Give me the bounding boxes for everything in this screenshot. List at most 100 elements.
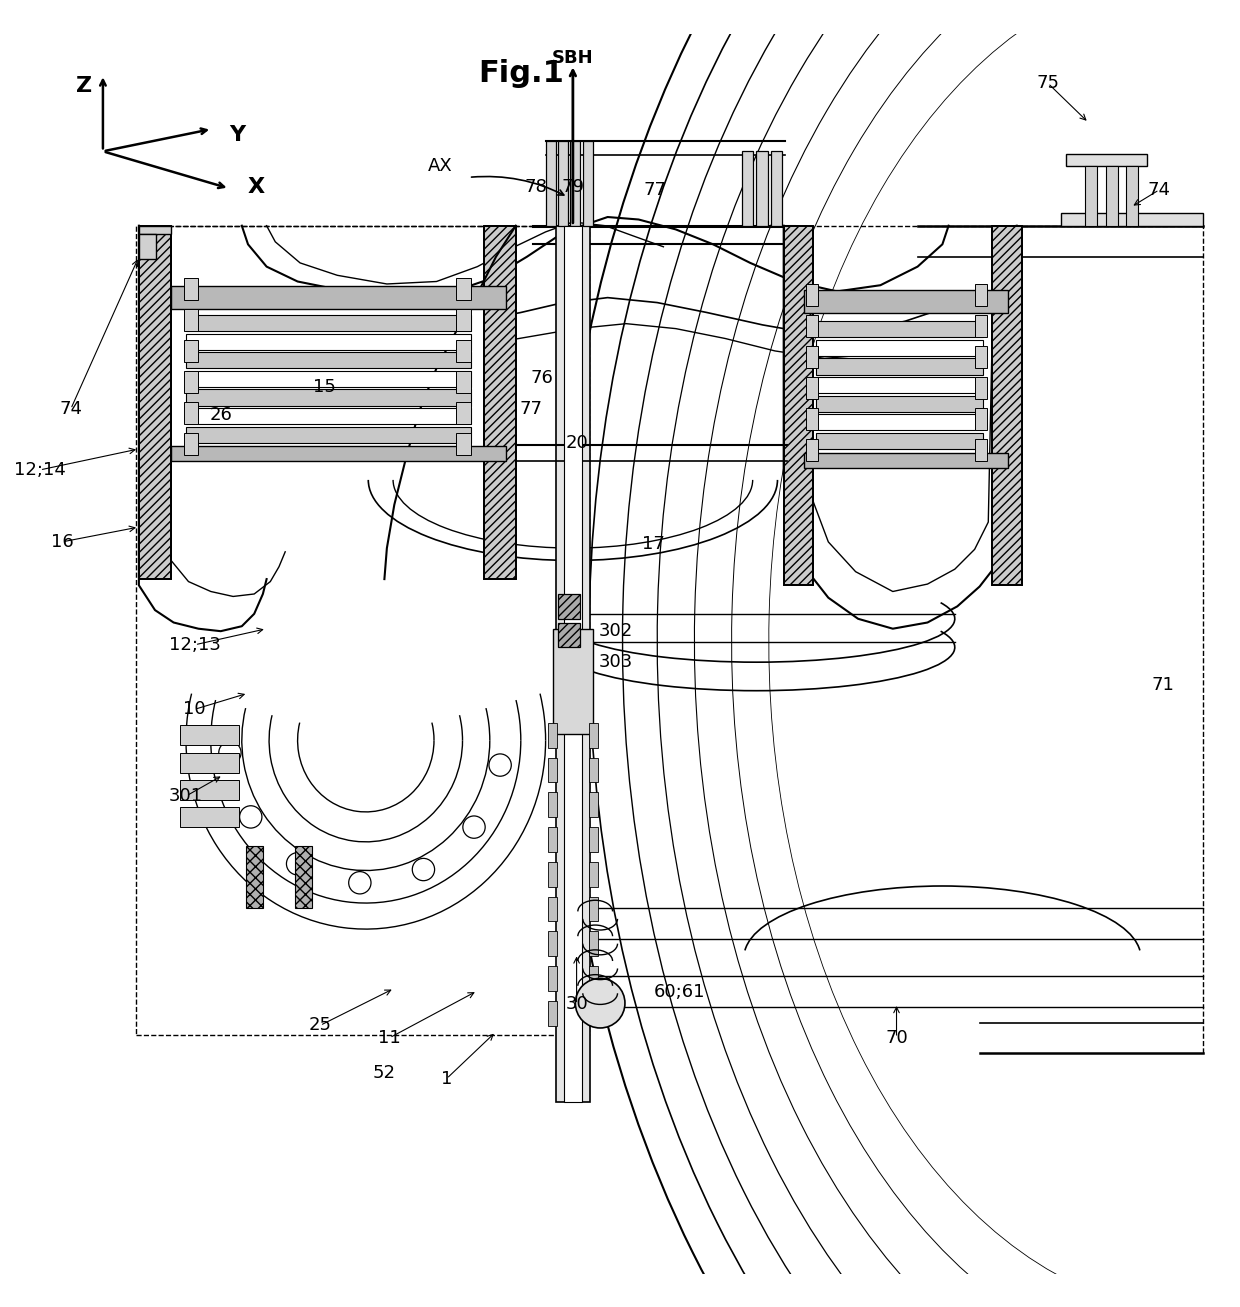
- Bar: [806, 376, 818, 400]
- Bar: [589, 966, 598, 991]
- Bar: [180, 808, 239, 827]
- Text: 1: 1: [440, 1070, 453, 1087]
- Bar: [771, 152, 782, 226]
- Bar: [589, 758, 598, 783]
- Bar: [184, 308, 198, 331]
- Bar: [184, 340, 198, 362]
- Text: 16: 16: [51, 533, 73, 550]
- Text: 303: 303: [599, 654, 634, 672]
- Text: 74: 74: [1148, 180, 1171, 199]
- Text: 75: 75: [1037, 74, 1059, 91]
- Bar: [548, 861, 557, 886]
- Bar: [186, 352, 471, 369]
- Text: 60;61: 60;61: [653, 983, 706, 1001]
- Bar: [139, 234, 156, 259]
- Bar: [456, 308, 471, 331]
- Bar: [589, 861, 598, 886]
- Bar: [992, 226, 1022, 586]
- Text: 71: 71: [1152, 676, 1174, 694]
- Text: SBH: SBH: [552, 50, 594, 67]
- Bar: [186, 426, 471, 443]
- Text: Z: Z: [76, 76, 93, 95]
- Bar: [556, 226, 590, 1102]
- Bar: [806, 284, 818, 306]
- Bar: [806, 439, 818, 461]
- Text: 20: 20: [565, 434, 588, 452]
- Bar: [180, 725, 239, 745]
- Bar: [184, 433, 198, 455]
- Text: 52: 52: [373, 1064, 396, 1082]
- Bar: [1066, 154, 1147, 166]
- Bar: [975, 346, 987, 369]
- Bar: [816, 358, 983, 375]
- Bar: [484, 226, 516, 579]
- Text: 77: 77: [520, 400, 542, 418]
- Bar: [806, 408, 818, 430]
- Text: 10: 10: [184, 701, 206, 719]
- Bar: [548, 966, 557, 991]
- Text: 70: 70: [885, 1029, 908, 1047]
- Circle shape: [575, 979, 625, 1029]
- Circle shape: [489, 754, 511, 776]
- Bar: [589, 1001, 598, 1026]
- Bar: [186, 371, 471, 387]
- Bar: [1126, 166, 1138, 226]
- Text: 17: 17: [642, 536, 665, 553]
- Bar: [816, 433, 983, 448]
- Bar: [186, 315, 471, 331]
- Bar: [548, 758, 557, 783]
- Bar: [184, 401, 198, 423]
- Bar: [816, 414, 983, 430]
- Bar: [975, 284, 987, 306]
- Bar: [136, 226, 589, 1035]
- Bar: [456, 371, 471, 393]
- Bar: [456, 340, 471, 362]
- Text: 30: 30: [565, 996, 588, 1013]
- Bar: [975, 408, 987, 430]
- Bar: [558, 593, 580, 618]
- Text: AX: AX: [428, 157, 453, 175]
- Bar: [546, 141, 556, 226]
- Bar: [1061, 213, 1203, 226]
- Bar: [186, 389, 471, 405]
- Bar: [548, 827, 557, 852]
- Circle shape: [412, 859, 434, 881]
- Bar: [806, 346, 818, 369]
- Circle shape: [348, 872, 371, 894]
- Bar: [589, 723, 598, 748]
- Bar: [456, 433, 471, 455]
- Bar: [806, 315, 818, 337]
- Bar: [589, 792, 598, 817]
- Bar: [975, 376, 987, 400]
- Text: 74: 74: [60, 400, 82, 418]
- Bar: [589, 932, 598, 955]
- Bar: [992, 226, 1022, 586]
- Bar: [180, 780, 239, 800]
- Bar: [548, 723, 557, 748]
- Bar: [975, 439, 987, 461]
- Circle shape: [218, 741, 241, 763]
- Bar: [564, 226, 582, 1102]
- Bar: [742, 152, 753, 226]
- Bar: [171, 286, 506, 308]
- Bar: [139, 226, 171, 234]
- Text: 302: 302: [599, 622, 634, 640]
- Bar: [139, 226, 171, 579]
- Bar: [816, 340, 983, 356]
- Bar: [548, 792, 557, 817]
- Text: 79: 79: [562, 178, 584, 196]
- Text: 78: 78: [525, 178, 547, 196]
- Bar: [1085, 166, 1097, 226]
- Bar: [804, 452, 1008, 468]
- Text: 25: 25: [309, 1017, 331, 1035]
- Bar: [589, 827, 598, 852]
- Bar: [246, 846, 263, 907]
- Bar: [804, 290, 1008, 312]
- Bar: [589, 897, 598, 921]
- Bar: [184, 278, 198, 301]
- Bar: [784, 226, 813, 586]
- Bar: [975, 315, 987, 337]
- Bar: [558, 141, 568, 226]
- Text: 301: 301: [169, 787, 203, 805]
- Bar: [180, 753, 239, 772]
